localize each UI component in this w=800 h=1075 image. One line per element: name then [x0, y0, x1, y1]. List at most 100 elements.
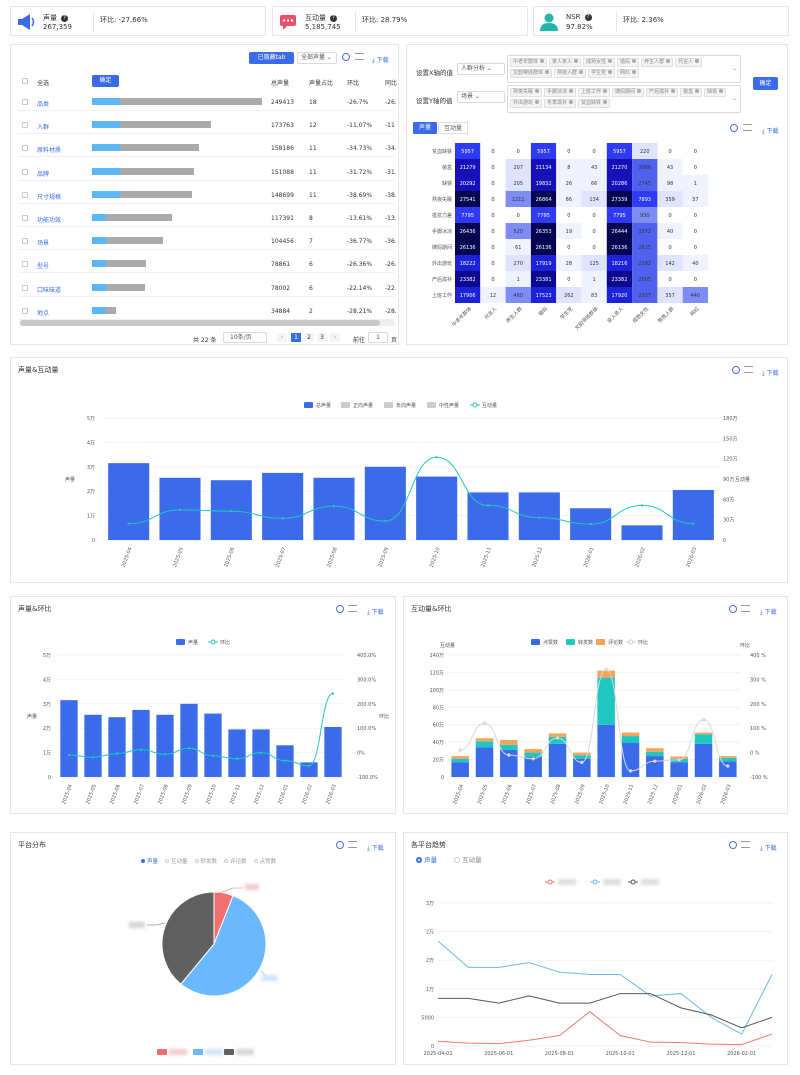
y-axis-select[interactable]: 场景 ⌄ — [457, 91, 505, 103]
x-axis-tag[interactable]: 网红 — [617, 69, 640, 78]
row-name-link[interactable]: 型号 — [37, 263, 50, 271]
legend-label[interactable]: 负向声量 — [396, 402, 416, 409]
legend-swatch[interactable] — [304, 402, 313, 408]
bar-comments[interactable] — [573, 752, 591, 756]
legend-swatch[interactable] — [176, 639, 185, 645]
line-point[interactable] — [67, 753, 71, 757]
bar-likes[interactable] — [694, 743, 713, 777]
tab-interaction[interactable]: 互动量 — [438, 122, 468, 134]
bar-comments[interactable] — [524, 749, 542, 753]
download-link[interactable]: ⤓ 下载 — [760, 609, 777, 616]
legend-label[interactable]: 环比 — [220, 639, 230, 646]
metric-radio[interactable]: 互动量 — [165, 859, 188, 865]
line-point[interactable] — [677, 758, 681, 762]
clock-icon[interactable] — [729, 605, 737, 613]
trend-line[interactable] — [438, 993, 773, 1029]
row-name-link[interactable]: 尺寸规格 — [37, 193, 62, 201]
legend-swatch[interactable] — [384, 402, 393, 408]
tag-close-icon[interactable] — [695, 59, 700, 63]
line-point[interactable] — [555, 736, 560, 740]
row-checkbox[interactable] — [22, 307, 28, 314]
bar-likes[interactable] — [451, 762, 469, 777]
x-axis-tag[interactable]: 学生党 — [588, 69, 616, 78]
confirm-button[interactable]: 确定 — [92, 75, 119, 87]
line-point[interactable] — [127, 522, 130, 525]
download-link[interactable]: ⤓ 下载 — [762, 370, 779, 377]
bar-volume[interactable] — [180, 703, 198, 777]
row-checkbox[interactable] — [22, 284, 28, 291]
line-point[interactable] — [458, 748, 462, 752]
bar-total-volume[interactable] — [672, 489, 714, 540]
bar-total-volume[interactable] — [108, 463, 150, 540]
hidden-tab-button[interactable]: 已隐藏tab — [249, 52, 294, 64]
y-axis-tag[interactable]: 贫血缺铁 — [578, 99, 611, 108]
legend-label[interactable]: 声量 — [188, 639, 198, 646]
legend-swatch[interactable] — [193, 1049, 203, 1055]
radio-volume[interactable]: 声量 — [416, 854, 437, 864]
line-point[interactable] — [115, 752, 119, 755]
bar-volume[interactable] — [60, 700, 78, 777]
bar-comments[interactable] — [670, 756, 688, 759]
bar-comments[interactable] — [597, 670, 615, 678]
prev-page-button[interactable]: ‹ — [277, 333, 287, 342]
bar-shares[interactable] — [475, 741, 494, 748]
table-icon[interactable] — [741, 605, 750, 612]
table-icon[interactable] — [743, 124, 752, 131]
bar-volume[interactable] — [132, 709, 150, 777]
bar-comments[interactable] — [451, 756, 469, 759]
line-point[interactable] — [91, 756, 95, 759]
line-point[interactable] — [178, 508, 182, 512]
x-axis-select[interactable]: 人群分析 ⌄ — [457, 63, 505, 75]
clock-icon[interactable] — [342, 53, 350, 61]
horizontal-scrollbar[interactable] — [20, 320, 394, 326]
download-link[interactable]: ⤓ 下载 — [367, 845, 384, 852]
row-name-link[interactable]: 功能功效 — [37, 217, 62, 224]
tag-close-icon[interactable] — [608, 70, 613, 74]
trend-line[interactable] — [437, 1011, 773, 1046]
volume-dropdown[interactable]: 全部声量 ⌄ — [297, 52, 337, 64]
line-point[interactable] — [235, 757, 239, 760]
tag-close-icon[interactable] — [603, 89, 608, 93]
page-3[interactable]: 3 — [317, 333, 327, 342]
line-point[interactable] — [580, 760, 584, 765]
download-link[interactable]: ⤓ 下载 — [762, 128, 779, 135]
line-point[interactable] — [486, 504, 490, 507]
tag-close-icon[interactable] — [540, 59, 545, 63]
metric-radio[interactable]: 声量 — [141, 859, 158, 865]
tag-close-icon[interactable] — [574, 59, 579, 63]
x-axis-tag[interactable]: 成熟女性 — [583, 58, 616, 67]
line-point[interactable] — [281, 517, 284, 520]
legend-label[interactable]: 总声量 — [316, 402, 331, 409]
row-name-link[interactable]: 品类 — [37, 101, 50, 108]
line-point[interactable] — [653, 759, 657, 763]
page-1[interactable]: 1 — [291, 333, 301, 342]
bar-volume[interactable] — [204, 713, 222, 777]
axis-confirm-button[interactable]: 确定 — [753, 77, 778, 90]
row-checkbox[interactable] — [22, 168, 28, 175]
x-axis-tag[interactable]: 代言人 — [675, 58, 703, 67]
legend-swatch[interactable] — [157, 1049, 167, 1055]
line-point[interactable] — [187, 747, 191, 750]
bar-likes[interactable] — [670, 762, 688, 777]
bar-shares[interactable] — [548, 736, 567, 744]
next-page-button[interactable]: › — [330, 333, 340, 342]
row-name-link[interactable]: 地点 — [37, 309, 50, 317]
tag-close-icon[interactable] — [569, 89, 574, 93]
line-point[interactable] — [531, 757, 535, 761]
bar-shares[interactable] — [451, 758, 469, 763]
bar-likes[interactable] — [573, 758, 591, 777]
line-point[interactable] — [283, 759, 287, 762]
bar-shares[interactable] — [621, 736, 640, 744]
tag-close-icon[interactable] — [719, 89, 724, 93]
legend-swatch[interactable] — [224, 1049, 234, 1055]
bar-shares[interactable] — [524, 752, 542, 757]
legend-label[interactable]: 点赞数 — [543, 639, 558, 646]
download-link[interactable]: ⤓ 下载 — [372, 57, 389, 64]
bar-likes[interactable] — [475, 747, 494, 777]
bar-likes[interactable] — [646, 756, 664, 777]
bar-shares[interactable] — [694, 734, 713, 744]
legend-swatch[interactable] — [427, 402, 436, 408]
row-checkbox[interactable] — [22, 191, 28, 198]
metric-radio[interactable]: 点赞数 — [253, 859, 276, 865]
bar-volume[interactable] — [300, 762, 318, 777]
